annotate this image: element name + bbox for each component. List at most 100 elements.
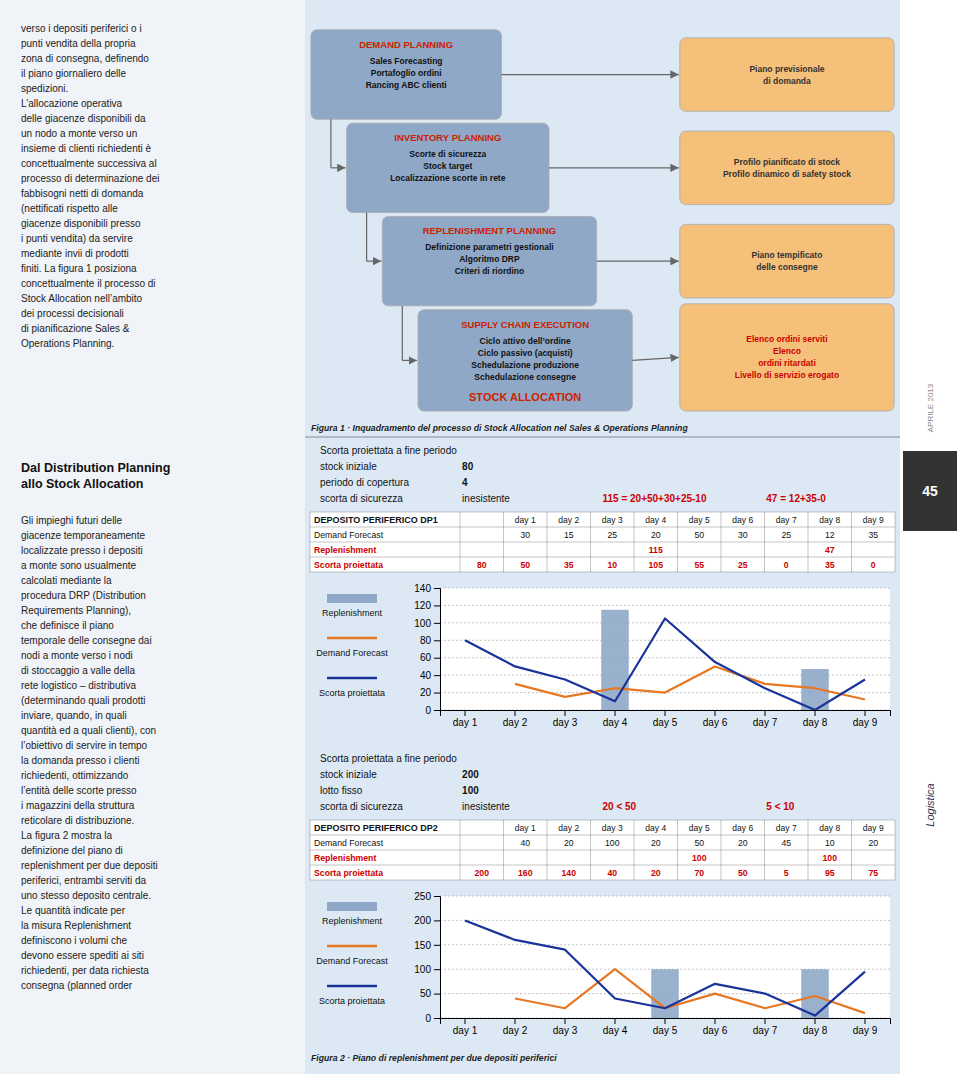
body-text: (determinando quali prodotti [21,695,146,706]
table-rule [764,820,765,880]
legend-label: Replenishment [322,608,383,618]
step-title: REPLENISHMENT PLANNING [423,225,557,236]
info-label: periodo di copertura [320,477,409,488]
body-text: Gli impieghi futuri delle [21,515,123,526]
info-label: stock iniziale [320,769,377,780]
tick: day 9 [853,710,878,728]
tick-label: day 6 [703,1025,728,1036]
tick: 120 [414,600,440,611]
table-rule [310,527,895,528]
tick: day 2 [503,1018,528,1036]
table-header: day 7 [776,515,797,525]
body-text: Requirements Planning), [21,605,131,616]
tick: day 2 [503,710,528,728]
step-title: INVENTORY PLANNING [394,132,501,143]
legend-label: Demand Forecast [316,956,388,966]
table-row-label: Replenishment [314,853,376,863]
body-text: La figura 2 mostra la [21,830,113,841]
body-text: concettualmente successiva al [21,158,157,169]
body-text: zona di consegna, definendo [21,53,149,64]
table-cell: 45 [781,838,791,848]
step-title: SUPPLY CHAIN EXECUTION [461,319,589,330]
table-rule [851,512,852,572]
table-header: day 2 [558,823,579,833]
tick-label: day 3 [553,717,578,728]
body-text: verso i depositi periferici o i [21,23,142,34]
tick: day 7 [753,710,778,728]
table-cell: 100 [605,838,620,848]
body-text: procedura DRP (Distribution [21,590,146,601]
table-header: day 3 [602,823,623,833]
step-line: Criteri di riordino [455,266,524,276]
table-cell: 15 [564,530,574,540]
output-box [680,304,894,411]
tick: day 9 [853,1018,878,1036]
body-text: la misura Replenishment [21,920,131,931]
annotation: 5 < 10 [766,801,795,812]
step-line: Portafoglio ordini [371,68,442,78]
step-line: Rancing ABC clienti [366,80,447,90]
table-cell: 35 [825,560,835,570]
tick-label: 80 [420,635,432,646]
plot-background [440,896,890,1018]
heading: allo Stock Allocation [21,477,143,491]
body-text: uno stesso deposito centrale. [21,890,151,901]
body-text: il piano giornaliero delle [21,68,127,79]
table-rule [460,512,461,572]
tick: day 6 [703,1018,728,1036]
tick: day 5 [653,710,678,728]
tick-mark [434,658,440,659]
legend-label: Demand Forecast [316,648,388,658]
tick-label: day 5 [653,1025,678,1036]
tick: 0 [425,1013,440,1024]
cascade-line [330,119,331,168]
tick-mark [434,675,440,676]
body-text: delle giacenze disponibili da [21,113,146,124]
grid-line [440,896,890,897]
tick-label: 40 [420,670,432,681]
tick: 140 [414,583,440,594]
plot-area [465,610,865,710]
tick-label: 200 [414,915,431,926]
body-text: Le quantità indicate per [21,905,126,916]
info-value: 200 [462,769,479,780]
table-cell: 95 [825,868,835,878]
output-line: Profilo dinamico di safety stock [723,169,851,179]
tick-label: day 2 [503,1025,528,1036]
tick-mark [434,896,440,897]
tick-mark [434,693,440,694]
table-rule [895,512,896,572]
table-rule [460,820,461,880]
tick: day 4 [603,1018,628,1036]
body-text: concettualmente il processo di [21,278,156,289]
sidebar-issue: APRILE 2013 [926,383,935,432]
table-cell: 35 [868,530,878,540]
body-text: Operations Planning. [21,338,114,349]
table-rule [677,512,678,572]
caption: Figura 1 · Inquadramento del processo di… [311,423,688,433]
table-cell: 50 [694,530,704,540]
table-cell: 55 [694,560,704,570]
tick: day 4 [603,710,628,728]
tick-mark [434,710,440,711]
table-cell: 160 [518,868,533,878]
axis-line [434,589,441,711]
table-row-label: Demand Forecast [314,838,384,848]
table-cell: 80 [477,560,487,570]
tick-label: 60 [420,652,432,663]
tick: 80 [420,635,440,646]
table-header: day 1 [515,823,536,833]
tick: day 1 [453,1018,478,1036]
table-cell: 70 [694,868,704,878]
body-text: consegna (planned order [21,980,133,991]
tick-mark [434,623,440,624]
body-text: processo di determinazione dei [21,173,159,184]
table-rule [310,512,895,513]
table-row-label: Scorta proiettata [314,560,383,570]
tick-mark [434,640,440,641]
axis-line [441,1019,891,1025]
table-cell: 40 [520,838,530,848]
tick-label: day 9 [853,717,878,728]
table-background [310,820,895,880]
bar [601,610,629,710]
